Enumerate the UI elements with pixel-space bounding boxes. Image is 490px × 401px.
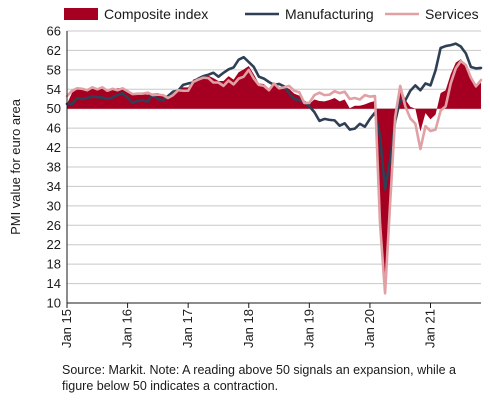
y-tick-label: 22 xyxy=(47,237,61,252)
y-tick-labels: 10 14 18 22 26 30 34 38 42 46 50 54 58 62 66 xyxy=(47,24,61,311)
x-tick-labels: Jan 15 Jan 16 Jan 17 Jan 18 Jan 19 Jan 20 Jan … xyxy=(59,309,438,348)
x-tick-label: Jan 16 xyxy=(120,309,135,348)
y-tick-label: 10 xyxy=(47,296,61,311)
y-tick-label: 34 xyxy=(47,179,61,194)
y-tick-label: 54 xyxy=(47,82,61,97)
legend-label-services: Services xyxy=(425,6,479,22)
x-tick-label: Jan 20 xyxy=(362,309,377,348)
legend-label-composite-index: Composite index xyxy=(104,6,208,22)
y-tick-label: 42 xyxy=(47,140,61,155)
y-tick-label: 30 xyxy=(47,198,61,213)
x-tick-label: Jan 19 xyxy=(301,309,316,348)
x-tick-label: Jan 17 xyxy=(180,309,195,348)
y-tick-label: 14 xyxy=(47,276,61,291)
y-tick-label: 66 xyxy=(47,24,61,39)
y-axis-label: PMI value for euro area xyxy=(8,98,23,235)
y-tick-label: 38 xyxy=(47,160,61,175)
footnote: Source: Markit. Note: A reading above 50… xyxy=(62,363,456,393)
legend: Composite index Manufacturing Services xyxy=(64,6,479,22)
services-line xyxy=(65,59,483,295)
legend-swatch-composite-index xyxy=(64,8,98,20)
y-tick-label: 18 xyxy=(47,257,61,272)
y-tick-label: 62 xyxy=(47,43,61,58)
x-tick-label: Jan 18 xyxy=(241,309,256,348)
y-tick-label: 58 xyxy=(47,62,61,77)
legend-label-manufacturing: Manufacturing xyxy=(285,6,374,22)
y-tick-label: 46 xyxy=(47,121,61,136)
composite-index-area xyxy=(67,59,481,286)
x-tick-label: Jan 15 xyxy=(59,309,74,348)
x-tick-label: Jan 21 xyxy=(423,309,438,348)
axes-layer xyxy=(66,31,481,308)
grid-lines xyxy=(67,30,481,304)
composite-area-layer xyxy=(67,59,481,286)
y-tick-label: 26 xyxy=(47,218,61,233)
y-tick-label: 50 xyxy=(47,101,61,116)
series-lines-layer xyxy=(65,42,483,295)
